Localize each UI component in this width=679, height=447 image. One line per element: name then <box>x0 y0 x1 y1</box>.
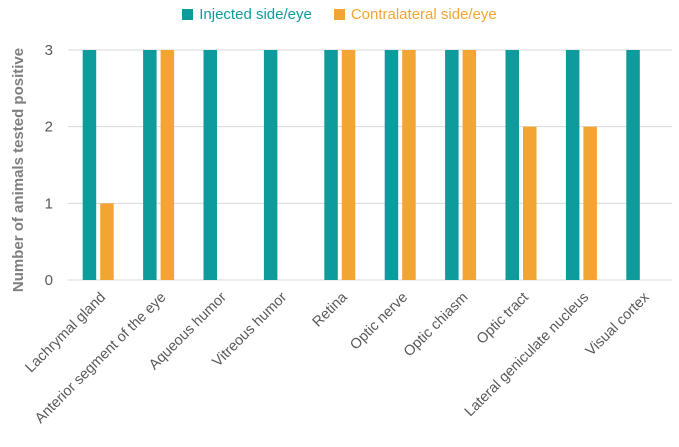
bar-contralateral <box>523 126 537 281</box>
y-tick-label: 3 <box>45 42 53 59</box>
legend-item-injected: Injected side/eye <box>182 6 312 23</box>
legend-swatch-contralateral <box>333 9 345 20</box>
y-tick-label: 0 <box>45 272 53 289</box>
y-tick-label: 2 <box>45 119 53 136</box>
bar-injected <box>384 50 399 280</box>
legend-item-contralateral: Contralateral side/eye <box>333 6 497 23</box>
x-tick-label: Lateral geniculate nucleus <box>462 290 592 420</box>
bar-contralateral <box>583 126 597 281</box>
bar-injected <box>445 50 459 280</box>
bar-contralateral <box>341 50 356 280</box>
bar-injected <box>143 50 157 280</box>
bar-injected <box>565 50 580 280</box>
bar-contralateral <box>462 50 477 280</box>
x-tick-label: Optic tract <box>474 290 532 348</box>
bar-injected <box>626 50 640 280</box>
x-tick-label: Visual cortex <box>583 289 653 359</box>
bar-contralateral <box>100 203 114 280</box>
legend-label-injected: Injected side/eye <box>199 6 312 23</box>
x-tick-label: Optic chiasm <box>401 290 472 361</box>
bar-injected <box>324 50 338 280</box>
bar-injected <box>505 50 519 280</box>
bar-injected <box>203 50 217 280</box>
x-tick-label: Retina <box>310 289 352 331</box>
legend-label-contralateral: Contralateral side/eye <box>350 6 497 23</box>
x-tick-label: Optic nerve <box>347 290 411 354</box>
bar-injected <box>82 50 97 280</box>
legend-swatch-injected <box>182 9 194 20</box>
bar-injected <box>263 50 278 280</box>
bar-contralateral <box>160 50 175 280</box>
y-tick-label: 1 <box>45 195 53 212</box>
y-axis-title: Number of animals tested positive <box>10 48 27 292</box>
legend: Injected side/eye Contralateral side/eye <box>0 6 679 23</box>
bar-contralateral <box>402 50 416 280</box>
